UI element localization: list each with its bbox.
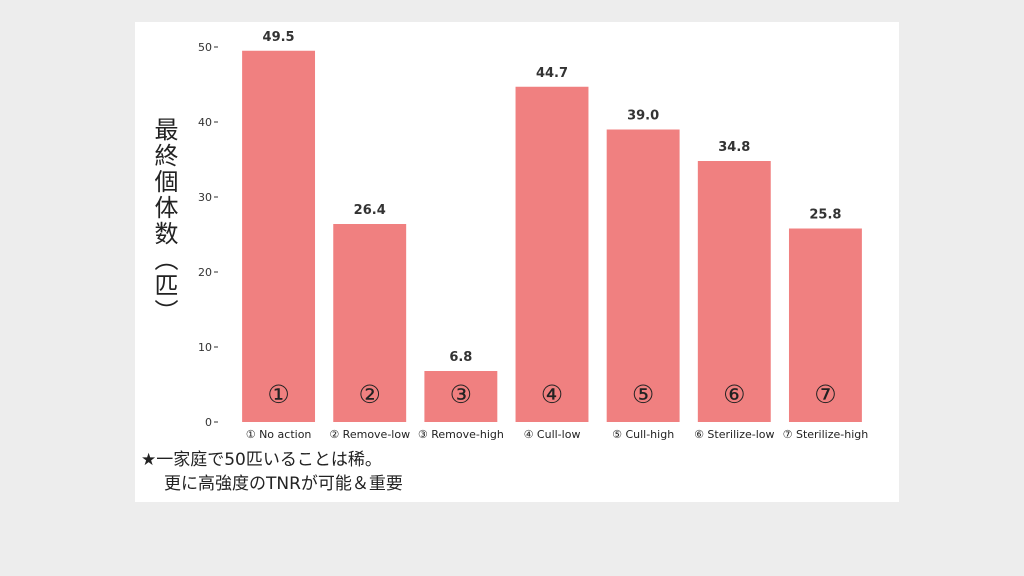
x-tick-label-7: ⑦ Sterilize-high <box>783 428 869 441</box>
bar-3 <box>424 371 498 422</box>
y-tick-label-10: 10 <box>198 341 212 354</box>
bar-number-mark-2: ② <box>359 380 381 409</box>
x-axis-labels: ① No action ② Remove-low ③ Remove-high ④ Cu… <box>246 428 869 441</box>
note-line-1: ★一家庭で50匹いることは稀。 <box>141 450 382 470</box>
y-tick-label-20: 20 <box>198 266 212 279</box>
bar-5 <box>606 129 680 422</box>
bar-7 <box>788 228 862 422</box>
bar-2 <box>333 224 407 422</box>
bar-6 <box>697 161 771 422</box>
x-tick-label-3: ③ Remove-high <box>418 428 504 441</box>
slide: 0 10 20 30 40 50 49.5 ① 26.4 ② 6.8 ③ 44.7 ④ 39.0 ⑤ 34.8… <box>135 22 899 502</box>
value-label-4: 44.7 <box>536 66 568 81</box>
bar-number-mark-5: ⑤ <box>632 380 654 409</box>
y-tick-label-0: 0 <box>205 416 212 429</box>
x-tick-label-5: ⑤ Cull-high <box>612 428 674 441</box>
bar-number-mark-4: ④ <box>541 380 563 409</box>
x-tick-label-4: ④ Cull-low <box>524 428 581 441</box>
note-line-2: 更に高強度のTNRが可能＆重要 <box>164 474 403 494</box>
y-tick-label-50: 50 <box>198 41 212 54</box>
bar-4 <box>515 86 589 422</box>
y-axis: 0 10 20 30 40 50 <box>198 41 218 429</box>
value-label-7: 25.8 <box>809 208 841 223</box>
bar-chart: 0 10 20 30 40 50 49.5 ① 26.4 ② 6.8 ③ 44.7 ④ 39.0 ⑤ 34.8… <box>198 30 869 441</box>
note-text: ★一家庭で50匹いることは稀。 更に高強度のTNRが可能＆重要 <box>141 448 403 496</box>
bar-number-mark-6: ⑥ <box>723 380 745 409</box>
value-label-6: 34.8 <box>718 140 750 155</box>
x-tick-label-6: ⑥ Sterilize-low <box>694 428 774 441</box>
y-tick-label-40: 40 <box>198 116 212 129</box>
y-tick-label-30: 30 <box>198 191 212 204</box>
value-label-3: 6.8 <box>449 350 472 365</box>
bar-number-mark-7: ⑦ <box>814 380 836 409</box>
x-tick-label-1: ① No action <box>246 428 312 441</box>
bar-1 <box>242 50 316 422</box>
bar-number-mark-3: ③ <box>450 380 472 409</box>
value-label-2: 26.4 <box>354 203 386 218</box>
value-label-1: 49.5 <box>263 30 295 45</box>
x-tick-label-2: ② Remove-low <box>329 428 410 441</box>
bar-number-mark-1: ① <box>267 380 289 409</box>
bars: 49.5 ① 26.4 ② 6.8 ③ 44.7 ④ 39.0 ⑤ 34.8 ⑥ 25.8 ⑦ <box>242 30 862 422</box>
y-axis-label: 最終個体数（匹） <box>150 117 178 325</box>
value-label-5: 39.0 <box>627 109 659 124</box>
